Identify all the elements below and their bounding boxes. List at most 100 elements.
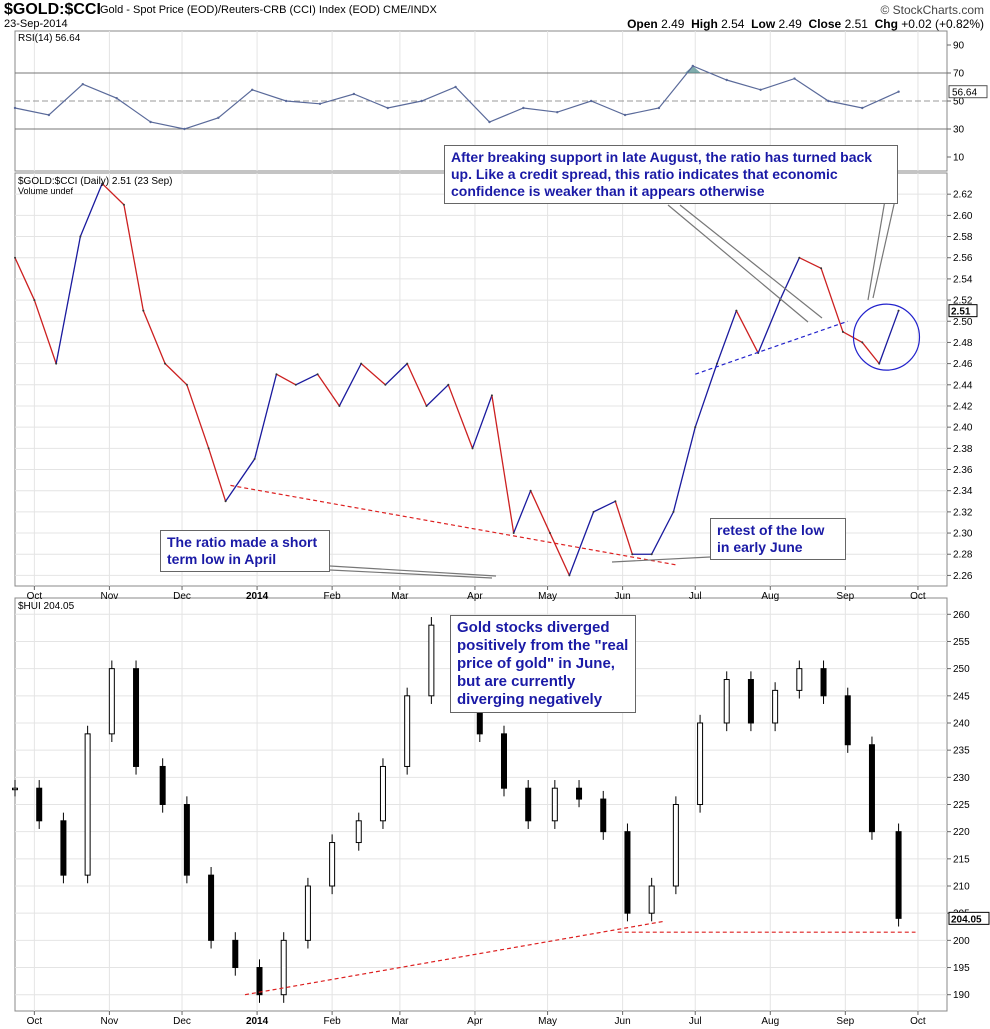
high-label: High: [691, 17, 718, 31]
price-point: [79, 235, 82, 238]
rsi-point: [488, 120, 491, 124]
rsi-title: RSI(14) 56.64: [18, 33, 81, 44]
rsi-ytick-label: 90: [953, 41, 965, 52]
hui-ytick-label: 215: [953, 854, 970, 865]
price-point: [384, 383, 387, 386]
price-volume-label: Volume undef: [18, 186, 74, 196]
price-xtick-label: Dec: [173, 591, 191, 602]
price-point: [568, 574, 571, 577]
rsi-point: [556, 111, 559, 114]
rsi-point: [149, 120, 152, 124]
price-last-value-box: [948, 304, 978, 318]
chart-symbol: $GOLD:$CCI: [4, 1, 101, 19]
hui-xtick-label: Dec: [173, 1016, 191, 1027]
rsi-point: [454, 85, 457, 89]
price-point: [529, 489, 532, 492]
hui-ytick-label: 255: [953, 637, 970, 648]
price-xtick-label: Jul: [689, 591, 702, 602]
price-series-segment: [530, 490, 551, 534]
price-last-value: 2.51: [951, 307, 971, 318]
rsi-point: [623, 113, 627, 117]
symbol-label: $GOLD:$CCI: [4, 1, 101, 18]
price-ytick-label: 2.50: [953, 317, 973, 328]
hui-xtick-label: Nov: [101, 1016, 119, 1027]
hui-bar: [84, 733, 91, 876]
hui-bar: [868, 744, 875, 833]
high-value: 2.54: [721, 17, 745, 31]
price-series-segment: [735, 310, 759, 354]
price-point: [224, 500, 227, 503]
price-point: [142, 309, 145, 312]
price-ytick-label: 2.36: [953, 465, 973, 476]
price-series-segment: [101, 183, 125, 206]
hui-trend-line: [244, 920, 664, 996]
annotation-pointer: [329, 569, 493, 579]
price-ytick-label: 2.44: [953, 380, 973, 391]
price-point: [548, 532, 551, 535]
rsi-point: [522, 106, 525, 110]
price-ytick-label: 2.38: [953, 444, 973, 455]
price-point: [447, 383, 450, 386]
price-series-segment: [79, 183, 103, 237]
hui-bar: [108, 668, 115, 735]
hui-ytick-label: 240: [953, 718, 970, 729]
price-point: [592, 510, 595, 513]
price-series-segment: [799, 257, 822, 269]
rsi-point: [793, 77, 796, 80]
price-point: [820, 267, 823, 270]
price-series-segment: [861, 342, 880, 365]
price-panel-frame: [14, 172, 948, 587]
price-series-segment: [406, 363, 428, 407]
price-series-segment: [225, 458, 256, 502]
price-point: [897, 309, 900, 312]
price-series-segment: [716, 310, 738, 364]
price-series-segment: [593, 500, 616, 513]
price-series-segment: [186, 384, 210, 449]
price-trend-line: [695, 320, 848, 375]
annotation-pointer: [867, 199, 886, 301]
rsi-point: [827, 99, 830, 103]
hui-last-value-box: [948, 911, 990, 925]
price-series-segment: [384, 363, 408, 386]
annotation-pointer: [329, 565, 497, 577]
price-point: [798, 256, 801, 259]
rsi-point: [589, 99, 593, 103]
rsi-point: [420, 99, 423, 103]
open-value: 2.49: [661, 17, 685, 31]
price-xtick-label: Sep: [836, 591, 854, 602]
hui-bar: [525, 787, 532, 822]
annotation-april-low: The ratio made a short term low in April: [160, 530, 330, 572]
hui-xtick-label: Mar: [391, 1016, 409, 1027]
hui-xtick-label: Oct: [27, 1016, 43, 1027]
rsi-point: [725, 78, 728, 82]
ohlc-readout: Open 2.49 High 2.54 Low 2.49 Close 2.51 …: [627, 17, 984, 31]
price-ytick-label: 2.60: [953, 211, 973, 222]
hui-xtick-label: May: [538, 1016, 557, 1027]
hui-ytick-label: 195: [953, 963, 970, 974]
price-point: [33, 299, 36, 302]
price-series-segment: [757, 299, 781, 354]
price-point: [841, 330, 844, 333]
price-series-segment: [694, 363, 718, 428]
rsi-point: [47, 113, 51, 117]
price-point: [490, 394, 493, 397]
hui-bar: [428, 624, 435, 697]
price-point: [406, 362, 409, 365]
price-ytick-label: 2.32: [953, 507, 973, 518]
price-series-segment: [491, 395, 515, 534]
watermark: © StockCharts.com: [880, 3, 984, 17]
hui-xtick-label: Jun: [615, 1016, 631, 1027]
price-series-segment: [164, 363, 188, 386]
rsi-ytick-label: 30: [953, 125, 965, 136]
hui-ytick-label: 250: [953, 664, 970, 675]
close-value: 2.51: [844, 17, 868, 31]
hui-xtick-label: Feb: [324, 1016, 342, 1027]
price-series-segment: [549, 532, 570, 576]
rsi-point: [251, 88, 254, 92]
price-series-segment: [651, 511, 675, 555]
price-point: [101, 182, 104, 185]
price-highlight-circle: [852, 303, 921, 371]
rsi-ytick-label: 50: [953, 97, 965, 108]
price-title: $GOLD:$CCI (Daily) 2.51 (23 Sep): [18, 176, 173, 187]
price-series-segment: [254, 374, 278, 460]
